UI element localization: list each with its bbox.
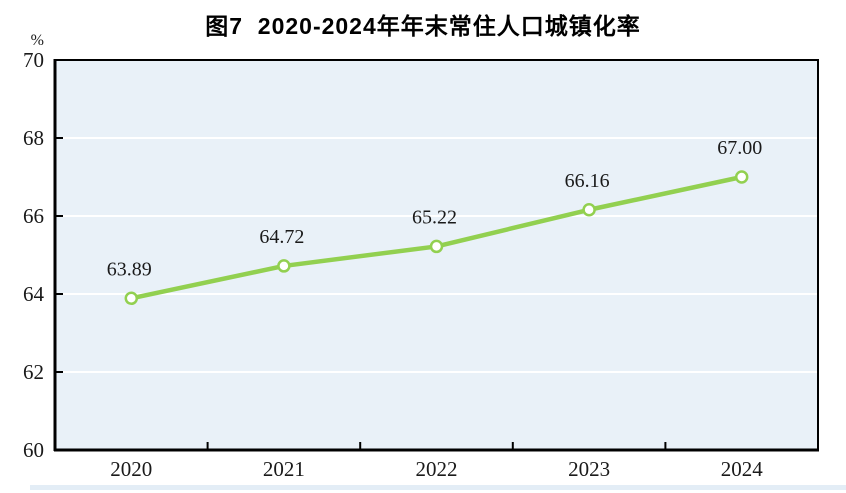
x-tick-label: 2024 — [721, 457, 764, 481]
x-tick-label: 2021 — [263, 457, 305, 481]
data-point-label: 65.22 — [412, 206, 457, 228]
data-point-label: 67.00 — [717, 137, 762, 159]
data-point-marker — [582, 203, 596, 217]
x-tick-label: 2023 — [568, 457, 610, 481]
y-tick-label: 70 — [23, 48, 44, 72]
x-tick-label: 2022 — [416, 457, 458, 481]
plot-area — [54, 59, 819, 451]
y-tick-label: 64 — [23, 282, 45, 306]
data-point-marker — [734, 170, 749, 184]
data-point-label: 63.89 — [107, 258, 152, 280]
bottom-shadow-band — [30, 485, 846, 490]
y-tick-label: 66 — [23, 204, 44, 228]
y-tick-label: 62 — [23, 360, 44, 384]
data-point-label: 64.72 — [259, 226, 304, 248]
data-point-marker — [429, 239, 444, 254]
chart-title: 图7 2020-2024年年末常住人口城镇化率 — [205, 13, 641, 39]
y-tick-label: 60 — [23, 438, 44, 462]
data-point-marker — [124, 291, 139, 306]
y-tick-label: 68 — [23, 126, 44, 150]
x-tick-label: 2020 — [110, 457, 152, 481]
data-point-marker — [277, 259, 291, 273]
data-point-label: 66.16 — [565, 170, 610, 192]
y-axis-unit-label: % — [30, 32, 44, 49]
